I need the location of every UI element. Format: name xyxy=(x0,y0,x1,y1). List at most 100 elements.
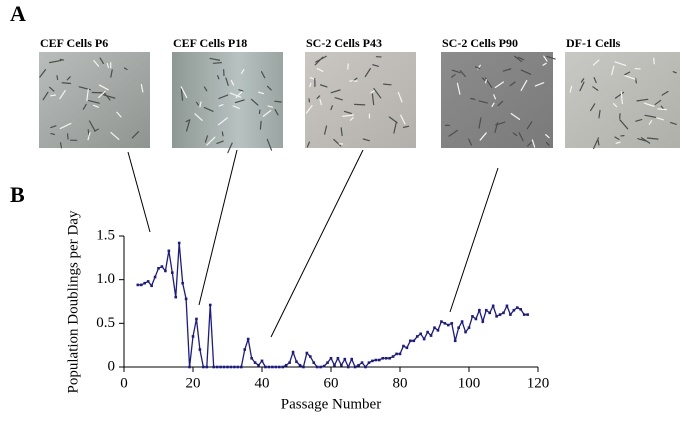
cell xyxy=(402,125,410,128)
data-point xyxy=(419,332,422,336)
data-point xyxy=(219,365,222,369)
panel-label: B xyxy=(10,182,25,207)
cell xyxy=(218,94,229,100)
data-point xyxy=(243,348,247,351)
cell xyxy=(333,138,342,147)
cell xyxy=(106,62,110,68)
cell xyxy=(93,59,100,67)
cell xyxy=(497,100,504,107)
image-caption: DF-1 Cells xyxy=(566,36,621,50)
data-point xyxy=(326,361,329,364)
cell xyxy=(364,68,371,78)
cell xyxy=(644,114,657,118)
y-tick-label: 1.5 xyxy=(96,227,115,243)
cell xyxy=(624,71,631,76)
cell xyxy=(512,132,518,137)
data-point xyxy=(412,339,416,343)
data-point xyxy=(181,281,184,285)
data-point xyxy=(291,350,295,354)
cell xyxy=(330,105,333,111)
data-point xyxy=(436,329,440,332)
cell xyxy=(330,89,341,94)
data-point xyxy=(253,361,257,364)
cell xyxy=(614,91,625,99)
cell xyxy=(579,81,585,92)
cell xyxy=(217,117,228,126)
cell xyxy=(456,82,461,95)
data-point xyxy=(229,365,233,369)
data-point xyxy=(409,339,412,343)
data-point xyxy=(464,330,467,334)
cell xyxy=(543,55,548,62)
cell xyxy=(235,89,244,99)
data-point xyxy=(516,306,519,309)
data-point xyxy=(460,320,464,323)
cell xyxy=(50,94,57,97)
cell xyxy=(186,119,191,132)
cell xyxy=(131,131,140,139)
data-point xyxy=(184,297,188,301)
data-point xyxy=(343,357,347,361)
x-tick-label: 120 xyxy=(527,375,550,391)
data-point xyxy=(236,365,240,369)
cell xyxy=(82,103,87,110)
cell xyxy=(383,83,392,86)
cell xyxy=(203,106,214,112)
cell xyxy=(448,129,459,137)
cell xyxy=(305,105,313,114)
cell xyxy=(342,114,355,117)
cell xyxy=(123,67,128,71)
cell xyxy=(212,62,222,64)
cell xyxy=(661,90,669,96)
cell xyxy=(592,137,600,150)
cell xyxy=(589,103,596,112)
data-point xyxy=(378,358,381,362)
cell xyxy=(320,84,328,88)
cell xyxy=(98,90,106,99)
cell xyxy=(653,57,655,65)
data-point xyxy=(512,308,516,312)
data-point xyxy=(157,267,160,270)
data-point xyxy=(295,360,298,364)
cell xyxy=(494,81,504,89)
cell xyxy=(88,120,96,132)
cell xyxy=(670,121,677,125)
data-point xyxy=(381,356,385,360)
cell xyxy=(531,139,536,148)
cell xyxy=(221,131,224,137)
cell xyxy=(266,85,272,91)
cell xyxy=(518,132,524,142)
cell xyxy=(343,110,352,115)
cell xyxy=(340,127,343,137)
cell xyxy=(393,121,397,134)
cell xyxy=(474,66,481,70)
micrograph xyxy=(172,52,283,148)
cell xyxy=(234,99,245,104)
cell xyxy=(262,109,272,117)
data-point xyxy=(426,330,429,334)
cell xyxy=(657,108,667,111)
data-point xyxy=(405,346,409,350)
cell xyxy=(634,77,637,84)
data-point xyxy=(188,365,191,369)
data-point xyxy=(150,284,153,288)
data-point xyxy=(233,365,236,369)
cell xyxy=(266,138,273,151)
data-point xyxy=(160,265,164,268)
cell xyxy=(527,142,532,147)
x-tick-label: 100 xyxy=(458,375,481,391)
data-point xyxy=(415,335,419,338)
cell xyxy=(39,68,47,78)
cell xyxy=(314,56,324,66)
cell xyxy=(49,86,55,92)
data-point xyxy=(433,326,436,329)
data-point xyxy=(271,365,274,369)
data-point xyxy=(443,322,447,325)
cell xyxy=(92,104,99,108)
data-point xyxy=(422,337,426,341)
connector xyxy=(127,151,151,233)
y-tick-label: 0 xyxy=(108,358,116,374)
cell xyxy=(225,77,229,86)
image-caption: SC-2 Cells P90 xyxy=(442,36,518,50)
data-point xyxy=(309,355,312,358)
